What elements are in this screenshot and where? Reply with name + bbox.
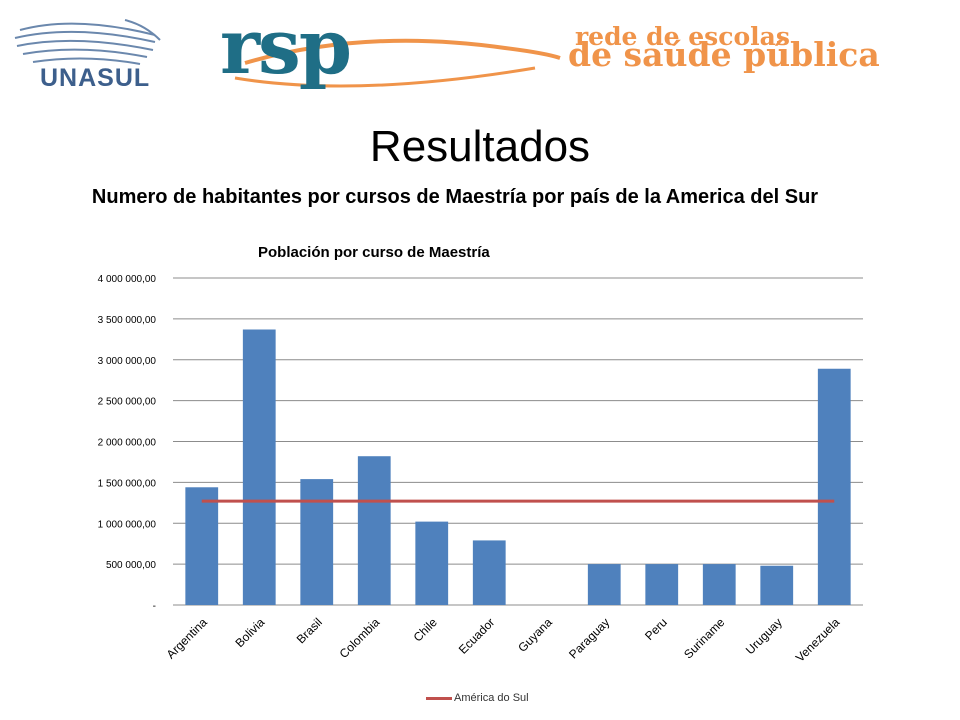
slide-subtitle: Numero de habitantes por cursos de Maest… bbox=[91, 186, 819, 208]
bar bbox=[357, 456, 391, 605]
x-tick-label: Chile bbox=[411, 615, 440, 644]
x-tick-label: Peru bbox=[642, 615, 670, 643]
bar bbox=[415, 521, 449, 605]
bar bbox=[242, 329, 276, 605]
bar bbox=[645, 564, 679, 605]
bar bbox=[760, 565, 794, 605]
chart-title: Población por curso de Maestría bbox=[258, 244, 490, 261]
bar bbox=[587, 564, 621, 605]
slide-title: Resultados bbox=[369, 122, 591, 171]
bar bbox=[185, 487, 219, 605]
x-tick-label: Paraguay bbox=[566, 615, 612, 661]
x-tick-label: Colombia bbox=[337, 615, 383, 661]
y-tick-label: 1 500 000,00 bbox=[98, 478, 157, 489]
y-tick-label: 500 000,00 bbox=[106, 560, 156, 571]
y-tick-label: - bbox=[153, 601, 156, 612]
x-tick-label: Venezuela bbox=[793, 615, 843, 665]
x-tick-label: Ecuador bbox=[456, 615, 498, 657]
legend-swatch-america-do-sul bbox=[426, 696, 452, 700]
y-tick-label: 3 000 000,00 bbox=[98, 356, 157, 367]
x-tick-label: Uruguay bbox=[743, 615, 785, 657]
rsp-logo bbox=[234, 38, 561, 88]
bar bbox=[817, 368, 851, 605]
y-tick-label: 2 000 000,00 bbox=[98, 438, 157, 449]
unasul-logo bbox=[14, 19, 161, 65]
bar bbox=[702, 564, 736, 605]
rede-logo-line2: de saúde pública bbox=[568, 35, 880, 74]
x-tick-label: Brasil bbox=[294, 615, 325, 646]
rede-logo-line1: rede de escolas bbox=[575, 22, 790, 51]
unasul-logo-text: UNASUL bbox=[40, 64, 151, 92]
header: UNASUL rsp rede de escolas de saúde públ… bbox=[0, 0, 960, 100]
x-tick-label: Suriname bbox=[681, 615, 727, 661]
x-tick-label: Argentina bbox=[164, 615, 210, 661]
bar bbox=[300, 479, 334, 605]
bar-chart: - 500 000,00 1 000 000,00 1 500 000,00 2 000… bbox=[98, 274, 863, 665]
y-tick-label: 4 000 000,00 bbox=[98, 274, 157, 285]
legend-label-america-do-sul: América do Sul bbox=[454, 692, 529, 704]
x-tick-label: Guyana bbox=[515, 615, 555, 655]
rsp-logo-text: rsp bbox=[220, 2, 352, 91]
y-tick-label: 2 500 000,00 bbox=[98, 397, 157, 408]
chart-legend: América do Sul bbox=[426, 692, 529, 704]
y-tick-label: 3 500 000,00 bbox=[98, 315, 157, 326]
y-tick-label: 1 000 000,00 bbox=[98, 519, 157, 530]
bar bbox=[472, 540, 506, 605]
x-tick-label: Bolivia bbox=[232, 615, 267, 650]
